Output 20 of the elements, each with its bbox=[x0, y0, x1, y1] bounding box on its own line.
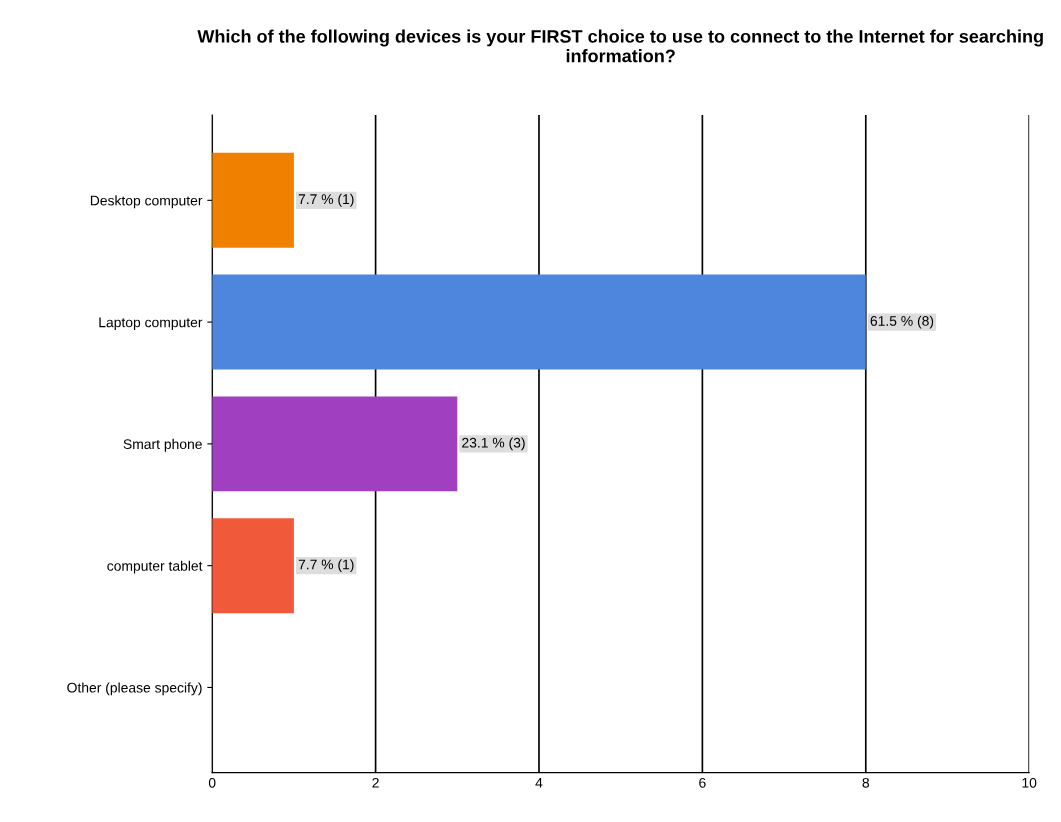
y-tick-label: Other (please specify) bbox=[67, 682, 202, 696]
x-tick-label: 10 bbox=[1022, 777, 1037, 788]
data-label: 7.7 % (1) bbox=[298, 193, 354, 207]
data-label: 61.5 % (8) bbox=[870, 315, 934, 329]
y-tick-label: Desktop computer bbox=[90, 195, 203, 209]
y-tick-label: Smart phone bbox=[123, 438, 202, 452]
x-tick-label: 0 bbox=[208, 777, 216, 788]
bar bbox=[212, 274, 866, 370]
bar bbox=[212, 152, 294, 248]
x-tick-label: 6 bbox=[699, 777, 706, 788]
y-tick-label: Laptop computer bbox=[99, 317, 203, 331]
x-tick-label: 8 bbox=[862, 777, 870, 788]
bar bbox=[212, 396, 458, 492]
y-tick-label: computer tablet bbox=[107, 560, 203, 574]
bar bbox=[212, 518, 294, 614]
x-tick-label: 4 bbox=[535, 778, 543, 788]
data-label: 7.7 % (1) bbox=[298, 559, 354, 573]
chart-title: Which of the following devices is your FIRST choice to use to connect to the Internet for searching information? bbox=[197, 29, 1043, 63]
data-label: 23.1 % (3) bbox=[462, 437, 525, 451]
x-tick-label: 2 bbox=[372, 777, 379, 788]
